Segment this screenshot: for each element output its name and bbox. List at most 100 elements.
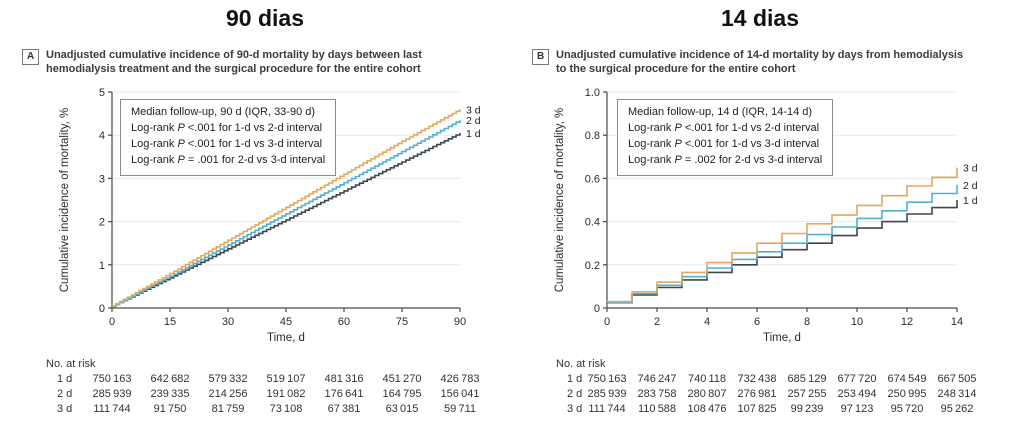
risk-value: 91 750 xyxy=(153,403,187,415)
risk-value: 156 041 xyxy=(440,388,480,400)
legend-line: Log-rank P <.001 for 1-d vs 3-d interval xyxy=(628,137,820,150)
x-tick-label: 2 xyxy=(654,316,660,328)
y-tick-label: 1 xyxy=(99,260,105,272)
x-tick-label: 75 xyxy=(396,316,408,328)
risk-value: 642 682 xyxy=(150,373,190,385)
legend-line: Log-rank P <.001 for 1-d vs 3-d interval xyxy=(131,137,323,150)
x-tick-label: 15 xyxy=(164,316,176,328)
risk-value: 164 795 xyxy=(382,388,422,400)
curve-label-3-d: 3 d xyxy=(466,104,481,116)
legend-line: Log-rank P <.001 for 1-d vs 2-d interval xyxy=(131,121,323,134)
risk-value: 253 494 xyxy=(837,388,877,400)
curve-label-2-d: 2 d xyxy=(963,180,978,192)
x-tick-label: 6 xyxy=(754,316,760,328)
risk-value: 176 641 xyxy=(324,388,364,400)
curve-label-2-d: 2 d xyxy=(466,115,481,127)
legend-line: Median follow-up, 90 d (IQR, 33-90 d) xyxy=(131,106,316,118)
risk-value: 426 783 xyxy=(440,373,480,385)
series-3-d xyxy=(112,109,461,307)
risk-label: No. at risk xyxy=(46,358,96,370)
panel-a-label: A xyxy=(22,49,40,65)
risk-value: 248 314 xyxy=(937,388,977,400)
risk-value: 674 549 xyxy=(887,373,927,385)
y-axis-title: Cumulative incidence of mortality, % xyxy=(59,108,71,293)
x-tick-label: 12 xyxy=(901,316,913,328)
risk-value: 276 981 xyxy=(737,388,777,400)
risk-value: 239 335 xyxy=(150,388,190,400)
risk-label: No. at risk xyxy=(556,358,606,370)
risk-value: 110 588 xyxy=(637,403,677,415)
risk-value: 73 108 xyxy=(269,403,303,415)
y-tick-label: 2 xyxy=(99,217,105,229)
risk-value: 746 247 xyxy=(637,373,677,385)
y-axis-title: Cumulative incidence of mortality, % xyxy=(554,108,566,293)
x-tick-label: 8 xyxy=(804,316,810,328)
risk-value: 250 995 xyxy=(887,388,927,400)
x-tick-label: 0 xyxy=(109,316,115,328)
risk-value: 451 270 xyxy=(382,373,422,385)
curve-label-1-d: 1 d xyxy=(963,195,978,207)
panel-b-label: B xyxy=(532,49,550,65)
x-tick-label: 60 xyxy=(338,316,350,328)
risk-value: 191 082 xyxy=(266,388,306,400)
y-tick-label: 0 xyxy=(99,303,105,315)
panel-b-risk-table: No. at risk 1 d 750 163 746 247 740 118 732 4… xyxy=(530,358,1024,420)
legend-line: Log-rank P = .001 for 2-d vs 3-d interva… xyxy=(131,153,326,166)
y-tick-label: 1.0 xyxy=(585,87,600,99)
risk-value: 750 163 xyxy=(92,373,132,385)
x-tick-label: 10 xyxy=(851,316,863,328)
risk-value: 63 015 xyxy=(385,403,419,415)
y-tick-label: 5 xyxy=(99,87,105,99)
risk-value: 677 720 xyxy=(837,373,877,385)
panel-b-legend-box: Median follow-up, 14 d (IQR, 14-14 d) Log… xyxy=(617,99,834,176)
risk-value: 519 107 xyxy=(266,373,306,385)
risk-value: 750 163 xyxy=(587,373,627,385)
risk-value: 579 332 xyxy=(208,373,248,385)
x-tick-label: 4 xyxy=(704,316,710,328)
risk-value: 108 476 xyxy=(687,403,727,415)
y-tick-label: 0.4 xyxy=(585,217,600,229)
y-tick-label: 0.6 xyxy=(585,173,600,185)
risk-value: 67 381 xyxy=(327,403,361,415)
panel-b-title: 14 dias xyxy=(721,5,799,31)
panel-b-caption: Unadjusted cumulative incidence of 14-d … xyxy=(556,49,964,76)
risk-value: 285 939 xyxy=(92,388,132,400)
risk-value: 667 505 xyxy=(937,373,977,385)
risk-label: 3 d xyxy=(57,403,73,415)
risk-label: 3 d xyxy=(567,403,583,415)
risk-value: 95 720 xyxy=(890,403,924,415)
curve-label-3-d: 3 d xyxy=(963,163,978,175)
risk-value: 285 939 xyxy=(587,388,627,400)
risk-label: 1 d xyxy=(57,373,73,385)
legend-line: Log-rank P = .002 for 2-d vs 3-d interva… xyxy=(628,153,823,166)
x-tick-label: 14 xyxy=(951,316,963,328)
y-tick-label: 4 xyxy=(99,130,105,142)
x-tick-label: 45 xyxy=(280,316,292,328)
risk-value: 95 262 xyxy=(940,403,974,415)
risk-value: 257 255 xyxy=(787,388,827,400)
panel-a-chart: 0 1 2 3 4 5 0 15 30 45 60 75 90 Time, d Cumulative inc… xyxy=(20,82,510,362)
risk-value: 81 759 xyxy=(211,403,245,415)
x-tick-label: 90 xyxy=(454,316,466,328)
risk-label: 2 d xyxy=(567,388,583,400)
panel-a-risk-table: No. at risk 1 d 750 163 642 682 579 332 519 1… xyxy=(20,358,514,420)
curve-label-1-d: 1 d xyxy=(466,128,481,140)
x-tick-label: 30 xyxy=(222,316,234,328)
x-axis-title: Time, d xyxy=(763,332,801,344)
risk-value: 97 123 xyxy=(840,403,874,415)
panel-a-caption: Unadjusted cumulative incidence of 90-d … xyxy=(46,49,422,76)
risk-value: 732 438 xyxy=(737,373,777,385)
risk-value: 280 807 xyxy=(687,388,727,400)
risk-value: 107 825 xyxy=(737,403,777,415)
risk-value: 99 239 xyxy=(790,403,824,415)
y-tick-label: 3 xyxy=(99,173,105,185)
y-tick-label: 0.2 xyxy=(585,260,600,272)
x-tick-label: 0 xyxy=(604,316,610,328)
x-axis-title: Time, d xyxy=(267,332,305,344)
panel-a-title: 90 dias xyxy=(226,5,304,31)
risk-label: 2 d xyxy=(57,388,73,400)
risk-value: 111 744 xyxy=(93,403,131,415)
series-3-d xyxy=(607,167,958,303)
